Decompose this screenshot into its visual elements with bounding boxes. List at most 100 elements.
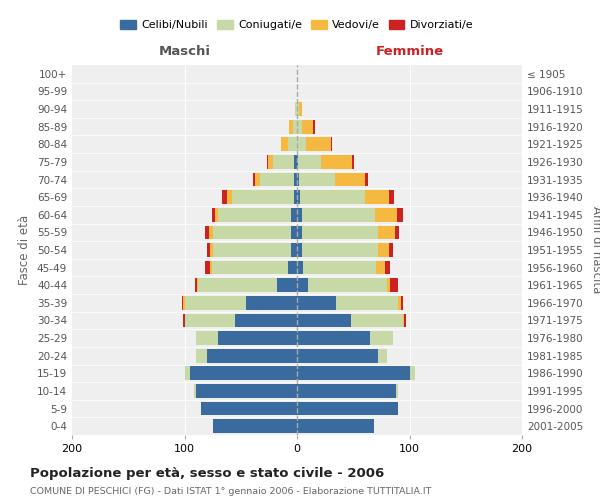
Text: COMUNE DI PESCHICI (FG) - Dati ISTAT 1° gennaio 2006 - Elaborazione TUTTITALIA.I: COMUNE DI PESCHICI (FG) - Dati ISTAT 1° … [30, 487, 431, 496]
Bar [297, 120, 302, 134]
Bar [385, 260, 391, 274]
Bar [320, 155, 352, 169]
Bar [370, 331, 392, 345]
Bar [196, 384, 297, 398]
Bar [194, 278, 197, 292]
Bar [376, 260, 385, 274]
Bar [274, 155, 293, 169]
Bar [212, 260, 288, 274]
Bar [299, 102, 302, 116]
Bar [190, 366, 297, 380]
Bar [297, 349, 378, 362]
Bar [302, 120, 313, 134]
Bar [293, 155, 297, 169]
Bar [185, 296, 247, 310]
Bar [398, 296, 401, 310]
Bar [207, 243, 211, 257]
Bar [302, 226, 378, 239]
Bar [196, 349, 207, 362]
Bar [297, 243, 302, 257]
Bar [293, 190, 297, 204]
Bar [298, 155, 320, 169]
Bar [268, 155, 274, 169]
Bar [212, 208, 215, 222]
Bar [297, 208, 302, 222]
Bar [293, 172, 297, 186]
Bar [288, 138, 297, 151]
Bar [397, 208, 403, 222]
Bar [297, 172, 299, 186]
Bar [289, 120, 293, 134]
Bar [306, 138, 331, 151]
Bar [396, 384, 398, 398]
Bar [184, 296, 185, 310]
Bar [297, 384, 396, 398]
Bar [378, 226, 395, 239]
Bar [297, 331, 370, 345]
Bar [277, 278, 297, 292]
Bar [211, 260, 212, 274]
Bar [337, 296, 398, 310]
Bar [221, 190, 227, 204]
Bar [313, 120, 315, 134]
Bar [207, 349, 297, 362]
Bar [215, 208, 218, 222]
Bar [196, 331, 218, 345]
Bar [202, 402, 297, 415]
Bar [308, 278, 387, 292]
Bar [211, 243, 212, 257]
Bar [409, 366, 415, 380]
Bar [297, 190, 301, 204]
Legend: Celibi/Nubili, Coniugati/e, Vedovi/e, Divorziati/e: Celibi/Nubili, Coniugati/e, Vedovi/e, Di… [116, 15, 478, 34]
Bar [185, 314, 235, 328]
Bar [288, 260, 297, 274]
Bar [218, 331, 297, 345]
Bar [299, 172, 335, 186]
Bar [297, 314, 351, 328]
Bar [182, 296, 184, 310]
Bar [365, 190, 389, 204]
Bar [184, 314, 185, 328]
Bar [205, 260, 211, 274]
Bar [365, 172, 368, 186]
Bar [292, 226, 297, 239]
Bar [297, 366, 409, 380]
Bar [401, 296, 403, 310]
Text: Popolazione per età, sesso e stato civile - 2006: Popolazione per età, sesso e stato civil… [30, 468, 384, 480]
Text: Femmine: Femmine [376, 45, 443, 58]
Bar [212, 226, 292, 239]
Bar [256, 172, 260, 186]
Bar [297, 402, 398, 415]
Bar [331, 138, 332, 151]
Bar [335, 172, 365, 186]
Bar [378, 243, 389, 257]
Bar [193, 384, 196, 398]
Bar [235, 314, 297, 328]
Bar [404, 314, 406, 328]
Bar [292, 208, 297, 222]
Bar [253, 172, 256, 186]
Bar [205, 226, 209, 239]
Bar [378, 349, 387, 362]
Y-axis label: Anni di nascita: Anni di nascita [590, 206, 600, 294]
Bar [185, 366, 190, 380]
Bar [297, 420, 373, 433]
Bar [351, 314, 403, 328]
Bar [352, 155, 355, 169]
Bar [297, 155, 298, 169]
Bar [197, 278, 198, 292]
Bar [302, 260, 376, 274]
Bar [212, 420, 297, 433]
Bar [302, 243, 378, 257]
Bar [247, 296, 297, 310]
Bar [297, 278, 308, 292]
Bar [374, 208, 397, 222]
Bar [297, 296, 337, 310]
Bar [297, 260, 302, 274]
Bar [227, 190, 232, 204]
Bar [302, 208, 374, 222]
Bar [395, 226, 400, 239]
Bar [266, 155, 268, 169]
Bar [292, 243, 297, 257]
Bar [389, 190, 394, 204]
